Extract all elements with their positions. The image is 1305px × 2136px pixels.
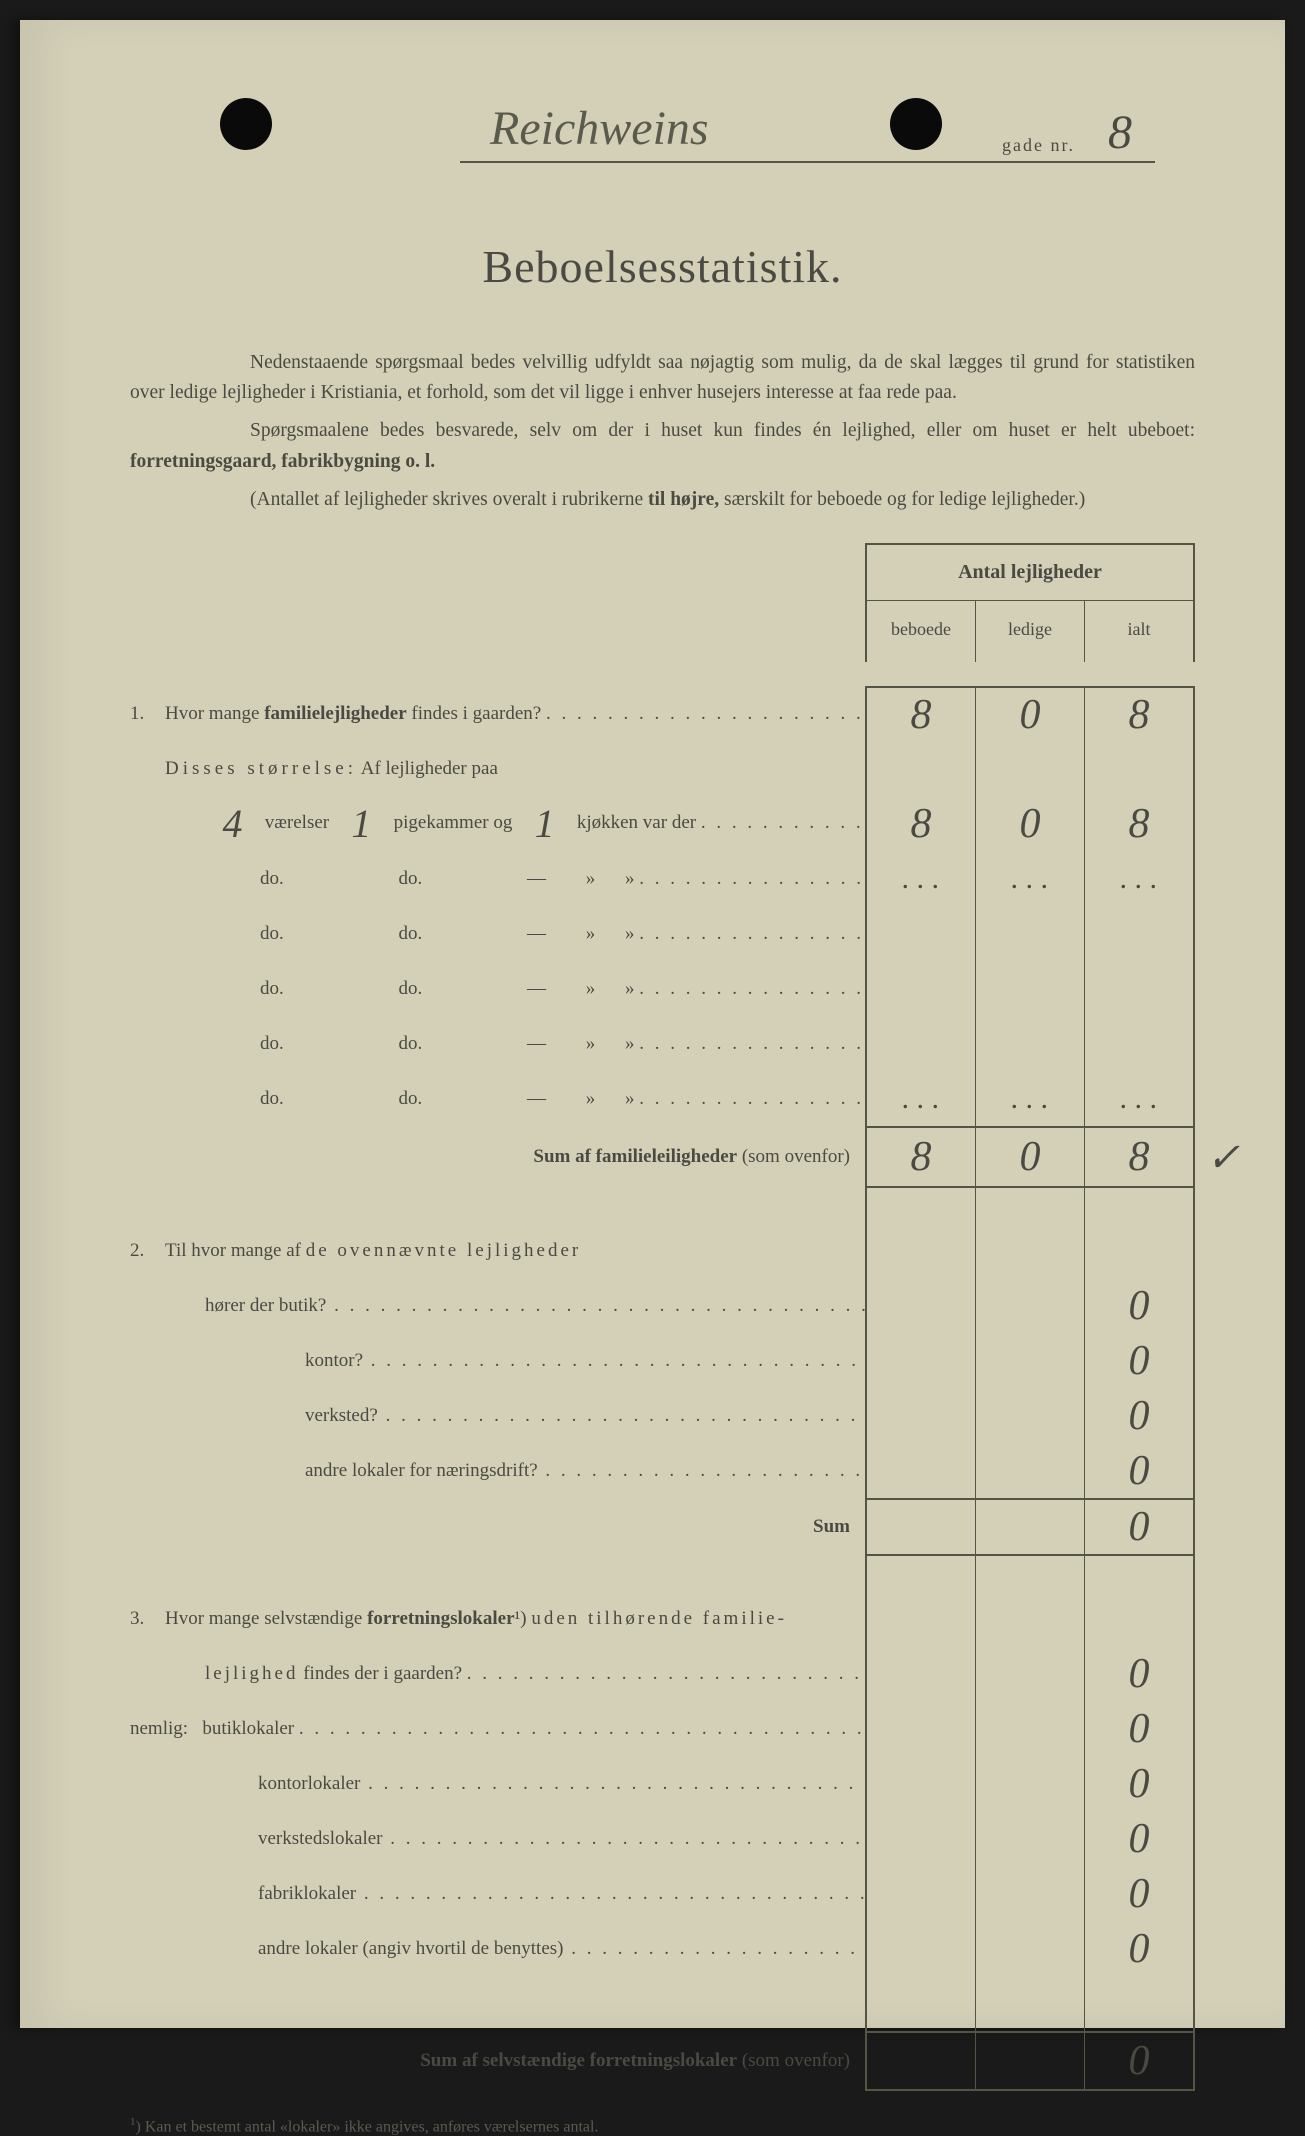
columns-header: Antal lejligheder beboede ledige ialt [865,543,1195,662]
gade-number: 8 [1085,105,1155,163]
q1-label: Hvor mange familielejligheder findes i g… [165,703,865,725]
q1-size-row-2: do. do. — » » . . .. . .. . . [130,851,1195,906]
q2-kontor-row: kontor? 0 [130,1333,1195,1388]
intro-p3a: (Antallet af lejligheder skrives overalt… [250,489,648,510]
q3-sum-row: Sum af selvstændige forretningslokaler (… [130,2031,1195,2091]
checkmark-icon: ✓ [1206,1134,1240,1181]
q1-beboede: 8 [867,688,975,741]
q1-row: 1. Hvor mange familielejligheder findes … [130,686,1195,741]
form-area: Antal lejligheder beboede ledige ialt 1.… [130,543,1195,2091]
vaerelser-value: 4 [205,800,260,847]
header-line: Reichweins gade nr. 8 [460,98,1155,163]
q1-size-row-5: do. do. — » » [130,1016,1195,1071]
pigekammer-value: 1 [334,800,389,847]
q3-kontor-row: kontorlokaler 0 [130,1756,1195,1811]
q3-andre-row: andre lokaler (angiv hvortil de benyttes… [130,1921,1195,1976]
document-page: Reichweins gade nr. 8 Beboelsesstatistik… [20,20,1285,2028]
q3-fabrik-row: fabriklokaler 0 [130,1866,1195,1921]
q3-butik-row: nemlig: butiklokaler 0 [130,1701,1195,1756]
q2-number: 2. [130,1240,165,1262]
q1-size-row-1: 4 værelser 1 pigekammer og 1 kjøkken var… [130,796,1195,851]
q2-andre-row: andre lokaler for næringsdrift? 0 [130,1443,1195,1498]
q1-size-row-3: do. do. — » » [130,906,1195,961]
columns-header-title: Antal lejligheder [867,545,1193,601]
intro-p2a: Spørgsmaalene bedes besvarede, selv om d… [250,420,1195,441]
gade-label: gade nr. [1002,135,1085,161]
q2-row-line1: 2. Til hvor mange af de ovennævnte lejli… [130,1223,1195,1278]
q1-size-row-6: do. do. — » » . . .. . .. . . [130,1071,1195,1126]
q1-ialt: 8 [1084,688,1193,741]
intro-paragraph-1: Nedenstaaende spørgsmaal bedes velvillig… [130,348,1195,408]
q3-number: 3. [130,1608,165,1630]
q3-row-line1: 3. Hvor mange selvstændige forretningslo… [130,1591,1195,1646]
q1-sublabel: Disses størrelse: Af lejligheder paa [165,758,865,780]
col-beboede: beboede [867,601,975,662]
q1-values: 8 0 8 [865,686,1195,741]
q2-sum-row: Sum 0 [130,1498,1195,1556]
intro-paragraph-3: (Antallet af lejligheder skrives overalt… [130,485,1195,515]
q1-sum-values: 8 0 8 [865,1126,1195,1188]
footnote: 1) Kan et bestemt antal «lokaler» ikke a… [130,2116,1195,2136]
q1-size-row-4: do. do. — » » [130,961,1195,1016]
punch-hole-left [220,98,272,150]
col-ledige: ledige [975,601,1084,662]
q1-ledige: 0 [975,688,1084,741]
q1-sum-row: Sum af familieleiligheder (som ovenfor) … [130,1126,1195,1188]
q2-butik-row: hører der butik? 0 [130,1278,1195,1333]
q1-sublabel-row: Disses størrelse: Af lejligheder paa [130,741,1195,796]
street-name: Reichweins [460,101,1002,161]
q2-verksted-row: verksted? 0 [130,1388,1195,1443]
intro-p3c: særskilt for beboede og for ledige lejli… [719,489,1085,510]
columns-header-row: beboede ledige ialt [867,601,1193,662]
q3-verksted-row: verkstedslokaler 0 [130,1811,1195,1866]
page-title: Beboelsesstatistik. [130,240,1195,293]
intro-paragraph-2: Spørgsmaalene bedes besvarede, selv om d… [130,416,1195,476]
q1-number: 1. [130,703,165,725]
q3-row-line2: lejlighed findes der i gaarden? 0 [130,1646,1195,1701]
col-ialt: ialt [1084,601,1193,662]
intro-p3b: til højre, [648,489,719,510]
q1-size-row-1-values: 8 0 8 [865,796,1195,851]
kjokken-value: 1 [517,800,572,847]
intro-p2b: forretningsgaard, fabrikbygning o. l. [130,451,435,472]
